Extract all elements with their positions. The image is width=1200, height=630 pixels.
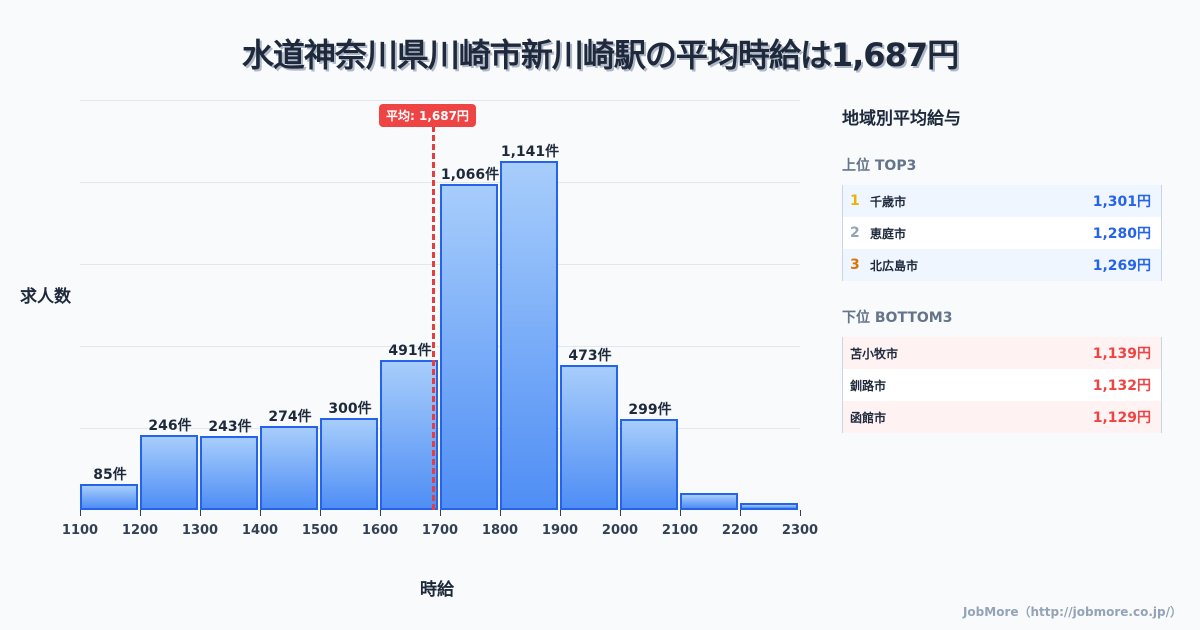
tick-label: 2300 [781, 523, 819, 538]
histogram-bar [320, 418, 378, 510]
tick-label: 1400 [241, 523, 279, 538]
list-item: 釧路市 1,132円 [843, 369, 1161, 401]
tick-label: 2100 [661, 523, 699, 538]
bar-label: 85件 [93, 467, 127, 483]
list-item: 苫小牧市 1,139円 [843, 337, 1161, 369]
salary-value: 1,139円 [1092, 346, 1151, 362]
histogram-bar [440, 183, 498, 510]
tick-label: 1800 [481, 523, 519, 538]
tick-mark [500, 510, 501, 516]
histogram-bar [260, 426, 318, 510]
bar-label: 473件 [568, 348, 612, 365]
histogram-plot: 85件 246件 243件 274件 300件 491件 1,066件 1,141件 473件 2… [80, 100, 800, 510]
tick-mark [80, 510, 81, 516]
list-item: 2 恵庭市 1,280円 [843, 217, 1161, 249]
mean-line [432, 126, 435, 510]
salary-value: 1,269円 [1092, 258, 1151, 274]
list-item: 1 千歳市 1,301円 [843, 185, 1161, 217]
bar-label: 491件 [388, 342, 432, 359]
top-list: 1 千歳市 1,301円 2 恵庭市 1,280円 3 北広島市 1,269円 [842, 185, 1162, 281]
bar-label: 1,141件 [500, 144, 560, 160]
tick-mark [140, 510, 141, 516]
histogram-bar [500, 161, 558, 510]
gridline [80, 100, 800, 101]
source-credit: JobMore（http://jobmore.co.jp/） [962, 605, 1182, 619]
city-name: 千歳市 [870, 194, 907, 209]
bar-label: 246件 [148, 417, 192, 434]
page-title: 水道神奈川県川崎市新川崎駅の平均時給は1,687円 [241, 36, 959, 74]
gridline [80, 182, 800, 183]
histogram-bar [80, 484, 138, 510]
histogram-bar [680, 493, 738, 510]
tick-mark [380, 510, 381, 516]
panel-title: 地域別平均給与 [842, 109, 961, 129]
rank: 3 [850, 257, 860, 273]
tick-label: 1500 [301, 523, 339, 538]
tick-label: 1100 [61, 523, 99, 538]
city-name: 函館市 [850, 410, 887, 425]
bottom-list: 苫小牧市 1,139円 釧路市 1,132円 函館市 1,129円 [842, 337, 1162, 433]
tick-mark [800, 510, 801, 516]
mean-badge: 平均: 1,687円 [379, 104, 476, 127]
histogram-bar [560, 365, 618, 510]
bar-label: 274件 [268, 409, 312, 426]
tick-mark [440, 510, 441, 516]
tick-mark [560, 510, 561, 516]
city-name: 釧路市 [850, 378, 887, 393]
tick-label: 1300 [181, 523, 219, 538]
histogram-bar [380, 359, 438, 510]
tick-label: 1600 [361, 523, 399, 538]
city-name: 北広島市 [870, 258, 919, 273]
salary-value: 1,280円 [1092, 226, 1151, 242]
tick-label: 1900 [541, 523, 579, 538]
salary-value: 1,301円 [1092, 194, 1151, 210]
bar-label: 300件 [328, 401, 372, 418]
salary-value: 1,129円 [1092, 410, 1151, 426]
tick-mark [260, 510, 261, 516]
tick-mark [320, 510, 321, 516]
salary-value: 1,132円 [1092, 378, 1151, 394]
tick-label: 1700 [421, 523, 459, 538]
y-axis-label: 求人数 [20, 287, 71, 307]
tick-label: 1200 [121, 523, 159, 538]
tick-mark [740, 510, 741, 516]
bar-label: 243件 [208, 418, 252, 435]
bar-label: 299件 [628, 401, 672, 418]
tick-mark [200, 510, 201, 516]
rank: 2 [850, 225, 860, 241]
tick-label: 2000 [601, 523, 639, 538]
rank: 1 [850, 193, 860, 209]
top-section-label: 上位 TOP3 [842, 158, 917, 174]
histogram-bar [140, 434, 198, 510]
list-item: 3 北広島市 1,269円 [843, 249, 1161, 281]
tick-label: 2200 [721, 523, 759, 538]
histogram-bar [620, 418, 678, 510]
city-name: 恵庭市 [870, 226, 907, 241]
tick-mark [680, 510, 681, 516]
list-item: 函館市 1,129円 [843, 401, 1161, 433]
tick-mark [620, 510, 621, 516]
histogram-bar [740, 502, 798, 510]
bar-label: 1,066件 [440, 166, 500, 183]
histogram-bar [200, 435, 258, 510]
x-axis-label: 時給 [420, 580, 454, 600]
city-name: 苫小牧市 [850, 346, 899, 361]
bottom-section-label: 下位 BOTTOM3 [842, 310, 953, 326]
